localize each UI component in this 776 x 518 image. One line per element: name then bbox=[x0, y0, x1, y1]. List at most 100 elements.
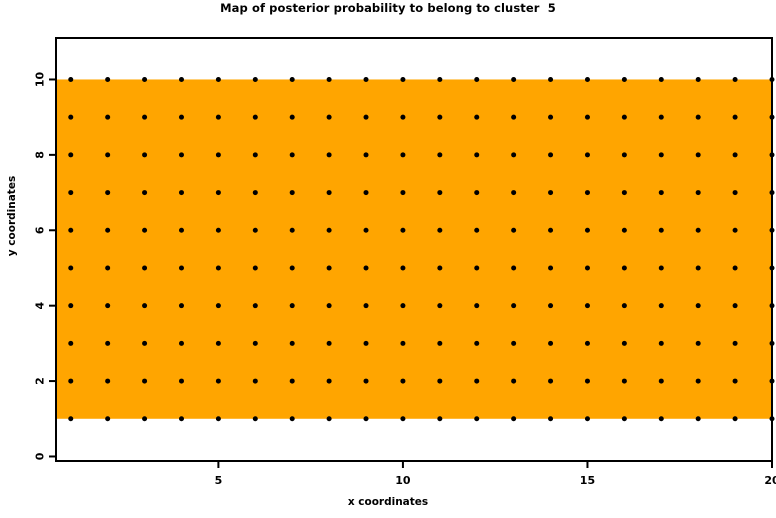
data-point bbox=[252, 114, 258, 120]
data-point bbox=[732, 416, 738, 422]
data-point bbox=[400, 416, 406, 422]
data-point bbox=[474, 76, 480, 82]
data-point bbox=[363, 114, 369, 120]
data-point bbox=[437, 152, 443, 158]
data-point bbox=[178, 114, 184, 120]
data-point bbox=[326, 340, 332, 346]
data-point bbox=[105, 114, 111, 120]
y-tick-label: 0 bbox=[34, 452, 47, 460]
data-point bbox=[142, 340, 148, 346]
data-point bbox=[400, 190, 406, 196]
data-point bbox=[105, 340, 111, 346]
data-point bbox=[105, 416, 111, 422]
data-point bbox=[252, 303, 258, 309]
data-point bbox=[511, 190, 517, 196]
plot-box-border bbox=[55, 37, 773, 462]
data-point bbox=[474, 265, 480, 271]
data-point bbox=[215, 265, 221, 271]
data-point bbox=[732, 303, 738, 309]
x-tick-label: 20 bbox=[764, 474, 776, 487]
data-point bbox=[695, 340, 701, 346]
data-point bbox=[252, 227, 258, 233]
data-point bbox=[326, 303, 332, 309]
data-point bbox=[474, 340, 480, 346]
data-point bbox=[584, 303, 590, 309]
data-point bbox=[363, 227, 369, 233]
data-point bbox=[178, 190, 184, 196]
data-point bbox=[695, 303, 701, 309]
data-point bbox=[658, 76, 664, 82]
data-point bbox=[695, 227, 701, 233]
data-point bbox=[68, 152, 74, 158]
data-point bbox=[548, 303, 554, 309]
data-point bbox=[400, 76, 406, 82]
axis-layer bbox=[49, 37, 773, 468]
posterior-region-cluster-5 bbox=[56, 79, 772, 419]
data-point bbox=[437, 114, 443, 120]
data-point bbox=[289, 340, 295, 346]
data-point bbox=[584, 265, 590, 271]
data-point bbox=[732, 340, 738, 346]
data-point bbox=[326, 114, 332, 120]
data-point bbox=[105, 227, 111, 233]
data-point bbox=[215, 378, 221, 384]
data-point bbox=[511, 227, 517, 233]
data-point bbox=[621, 76, 627, 82]
x-axis-label: x coordinates bbox=[347, 496, 429, 508]
data-point bbox=[548, 340, 554, 346]
data-point bbox=[215, 152, 221, 158]
data-point bbox=[326, 378, 332, 384]
data-point bbox=[142, 416, 148, 422]
data-point bbox=[178, 378, 184, 384]
data-point bbox=[215, 190, 221, 196]
data-point bbox=[584, 190, 590, 196]
data-point bbox=[511, 76, 517, 82]
data-point bbox=[252, 265, 258, 271]
data-point bbox=[695, 265, 701, 271]
data-point bbox=[621, 303, 627, 309]
data-point bbox=[105, 265, 111, 271]
y-tick-label: 8 bbox=[34, 151, 47, 159]
data-point bbox=[142, 76, 148, 82]
data-point bbox=[400, 227, 406, 233]
data-point bbox=[658, 340, 664, 346]
data-point bbox=[363, 416, 369, 422]
data-point bbox=[437, 76, 443, 82]
data-point bbox=[658, 378, 664, 384]
data-point bbox=[511, 340, 517, 346]
data-point bbox=[68, 227, 74, 233]
data-point bbox=[695, 190, 701, 196]
data-point bbox=[289, 416, 295, 422]
data-point bbox=[400, 265, 406, 271]
data-point bbox=[215, 114, 221, 120]
data-point bbox=[178, 227, 184, 233]
data-point bbox=[252, 152, 258, 158]
data-point bbox=[178, 303, 184, 309]
y-tick-label: 10 bbox=[34, 71, 47, 87]
data-point bbox=[289, 152, 295, 158]
data-point bbox=[474, 190, 480, 196]
data-point bbox=[621, 227, 627, 233]
x-tick-label: 10 bbox=[395, 474, 411, 487]
data-point bbox=[215, 416, 221, 422]
data-point bbox=[142, 114, 148, 120]
data-point bbox=[437, 378, 443, 384]
data-point bbox=[252, 76, 258, 82]
data-point bbox=[142, 190, 148, 196]
data-point bbox=[621, 378, 627, 384]
data-point bbox=[363, 303, 369, 309]
data-point bbox=[326, 152, 332, 158]
y-axis-label: y coordinates bbox=[6, 175, 18, 257]
data-point bbox=[732, 152, 738, 158]
data-point bbox=[289, 190, 295, 196]
tick-label-layer: 5 10 15 20 0 2 4 6 8 10 bbox=[34, 71, 776, 487]
x-tick-label: 5 bbox=[215, 474, 223, 487]
data-point bbox=[474, 114, 480, 120]
data-point bbox=[363, 265, 369, 271]
data-point bbox=[363, 76, 369, 82]
data-point bbox=[400, 303, 406, 309]
data-point bbox=[584, 227, 590, 233]
data-point bbox=[142, 227, 148, 233]
